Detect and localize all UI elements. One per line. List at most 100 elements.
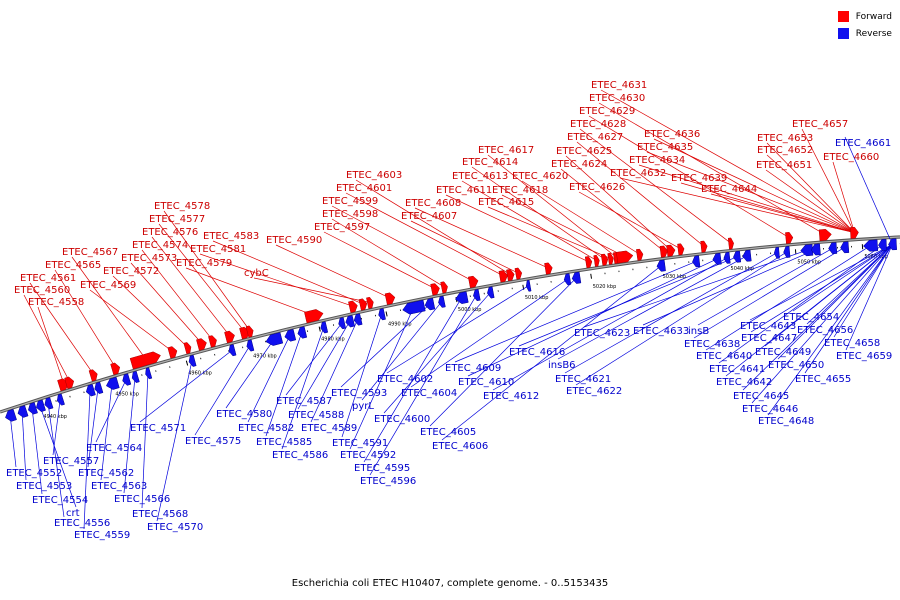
forward-gene-label[interactable]: ETEC_4611 <box>436 185 492 196</box>
reverse-gene-label[interactable]: ETEC_4571 <box>130 423 186 434</box>
reverse-gene[interactable] <box>345 315 356 328</box>
forward-gene[interactable] <box>727 237 734 250</box>
reverse-gene[interactable] <box>17 405 29 418</box>
reverse-gene[interactable] <box>402 299 426 315</box>
forward-gene[interactable] <box>384 292 396 305</box>
reverse-gene[interactable] <box>284 328 297 342</box>
forward-gene-label[interactable]: ETEC_4614 <box>462 157 518 168</box>
reverse-gene[interactable] <box>828 242 838 255</box>
reverse-gene-label[interactable]: ETEC_4602 <box>377 374 433 385</box>
forward-gene[interactable] <box>366 296 374 309</box>
reverse-gene[interactable] <box>28 402 38 415</box>
forward-gene[interactable] <box>666 244 676 257</box>
forward-gene-label[interactable]: ETEC_4599 <box>322 196 378 207</box>
reverse-gene-label[interactable]: ETEC_4559 <box>74 530 130 541</box>
forward-gene[interactable] <box>659 245 668 258</box>
reverse-gene-label[interactable]: ETEC_4647 <box>741 333 797 344</box>
forward-gene-label[interactable]: ETEC_4565 <box>45 260 101 271</box>
reverse-gene[interactable] <box>888 238 897 251</box>
reverse-gene[interactable] <box>353 313 363 326</box>
forward-gene[interactable] <box>88 369 98 382</box>
forward-gene[interactable] <box>129 351 161 370</box>
forward-gene-label[interactable]: ETEC_4624 <box>551 159 607 170</box>
reverse-gene-label[interactable]: ETEC_4600 <box>374 414 430 425</box>
reverse-gene[interactable] <box>455 291 469 304</box>
reverse-gene[interactable] <box>487 286 495 299</box>
forward-gene[interactable] <box>607 252 614 265</box>
forward-gene-label[interactable]: ETEC_4560 <box>14 285 70 296</box>
reverse-gene[interactable] <box>424 297 436 311</box>
reverse-gene-label[interactable]: ETEC_4606 <box>432 441 488 452</box>
forward-gene-label[interactable]: ETEC_4651 <box>756 160 812 171</box>
forward-gene-label[interactable]: ETEC_4639 <box>671 173 727 184</box>
reverse-gene-label[interactable]: ETEC_4645 <box>733 391 789 402</box>
reverse-gene-label[interactable]: ETEC_4554 <box>32 495 88 506</box>
forward-gene-label[interactable]: ETEC_4601 <box>336 183 392 194</box>
reverse-gene-label[interactable]: ETEC_4641 <box>709 364 765 375</box>
forward-gene[interactable] <box>167 346 178 359</box>
reverse-gene[interactable] <box>800 244 814 257</box>
reverse-gene-label[interactable]: ETEC_4593 <box>331 388 387 399</box>
reverse-gene[interactable] <box>473 289 481 302</box>
reverse-gene-label[interactable]: ETEC_4638 <box>684 339 740 350</box>
reverse-gene[interactable] <box>105 376 120 390</box>
forward-gene-label[interactable]: ETEC_4657 <box>792 119 848 130</box>
forward-gene[interactable] <box>677 243 685 256</box>
reverse-gene[interactable] <box>378 308 386 321</box>
reverse-gene-label[interactable]: ETEC_4648 <box>758 416 814 427</box>
forward-gene-label[interactable]: ETEC_4630 <box>589 93 645 104</box>
reverse-gene-label[interactable]: ETEC_4610 <box>458 377 514 388</box>
forward-gene-label[interactable]: ETEC_4576 <box>142 227 198 238</box>
forward-gene-label[interactable]: ETEC_4652 <box>757 145 813 156</box>
forward-gene-label[interactable]: ETEC_4569 <box>80 280 136 291</box>
reverse-gene-label[interactable]: ETEC_4585 <box>256 437 312 448</box>
reverse-gene-label[interactable]: ETEC_4595 <box>354 463 410 474</box>
forward-gene-label[interactable]: ETEC_4574 <box>132 240 188 251</box>
reverse-gene[interactable] <box>44 397 54 410</box>
reverse-gene-label[interactable]: ETEC_4556 <box>54 518 110 529</box>
reverse-gene[interactable] <box>320 321 329 334</box>
forward-gene[interactable] <box>818 229 832 241</box>
reverse-gene[interactable] <box>145 367 153 380</box>
reverse-gene-label[interactable]: ETEC_4609 <box>445 363 501 374</box>
reverse-gene-label[interactable]: ETEC_4568 <box>132 509 188 520</box>
reverse-gene[interactable] <box>810 243 821 256</box>
forward-gene-label[interactable]: ETEC_4558 <box>28 297 84 308</box>
reverse-gene-label[interactable]: ETEC_4656 <box>797 325 853 336</box>
forward-gene[interactable] <box>358 298 368 311</box>
forward-gene[interactable] <box>514 267 523 280</box>
forward-gene-label[interactable]: ETEC_4625 <box>556 146 612 157</box>
reverse-gene[interactable] <box>297 326 308 339</box>
forward-gene-label[interactable]: ETEC_4617 <box>478 145 534 156</box>
reverse-gene-label[interactable]: pyrL <box>352 401 374 412</box>
forward-gene[interactable] <box>440 281 448 294</box>
forward-gene-label[interactable]: ETEC_4579 <box>176 258 232 269</box>
reverse-gene-label[interactable]: ETEC_4587 <box>276 396 332 407</box>
forward-gene[interactable] <box>700 240 708 253</box>
forward-gene-label[interactable]: ETEC_4608 <box>405 198 461 209</box>
reverse-gene[interactable] <box>265 332 284 346</box>
forward-gene-label[interactable]: ETEC_4636 <box>644 129 700 140</box>
forward-gene[interactable] <box>208 335 217 348</box>
forward-gene-label[interactable]: ETEC_4628 <box>570 119 626 130</box>
reverse-gene[interactable] <box>131 370 140 383</box>
reverse-gene-label[interactable]: ETEC_4659 <box>836 351 892 362</box>
reverse-gene-label[interactable]: ETEC_4588 <box>288 410 344 421</box>
forward-gene-label[interactable]: ETEC_4603 <box>346 170 402 181</box>
forward-gene-label[interactable]: ETEC_4620 <box>512 171 568 182</box>
reverse-gene-label[interactable]: ETEC_4643 <box>740 321 796 332</box>
forward-gene-label[interactable]: ETEC_4577 <box>149 214 205 225</box>
reverse-gene-label[interactable]: ETEC_4605 <box>420 427 476 438</box>
forward-gene-label[interactable]: ETEC_4572 <box>103 266 159 277</box>
reverse-gene-label[interactable]: ETEC_4646 <box>742 404 798 415</box>
reverse-gene[interactable] <box>692 255 701 268</box>
reverse-gene-label[interactable]: ETEC_4640 <box>696 351 752 362</box>
forward-gene-label[interactable]: ETEC_4644 <box>701 184 757 195</box>
reverse-gene[interactable] <box>438 295 446 308</box>
forward-gene[interactable] <box>544 262 553 275</box>
reverse-gene-label[interactable]: ETEC_4586 <box>272 450 328 461</box>
reverse-gene[interactable] <box>863 239 879 252</box>
reverse-gene-label[interactable]: crt <box>66 508 80 519</box>
forward-gene[interactable] <box>430 283 440 296</box>
forward-gene-label[interactable]: ETEC_4581 <box>190 244 246 255</box>
